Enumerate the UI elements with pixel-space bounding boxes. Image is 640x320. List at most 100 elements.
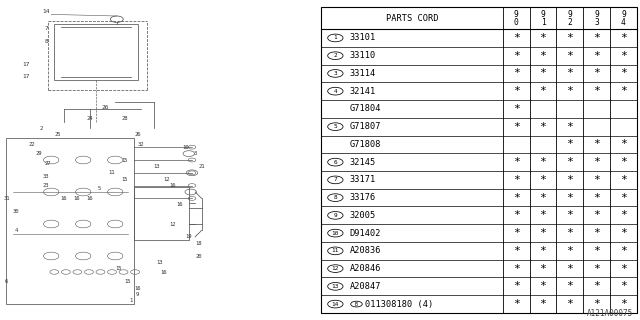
Text: 14: 14 xyxy=(42,9,50,14)
Text: *: * xyxy=(540,157,547,167)
Text: *: * xyxy=(620,51,627,61)
Text: *: * xyxy=(620,86,627,96)
Text: 7: 7 xyxy=(333,177,337,182)
Text: A20847: A20847 xyxy=(349,282,381,291)
Text: 13: 13 xyxy=(332,284,339,289)
Text: *: * xyxy=(513,175,520,185)
Text: 5: 5 xyxy=(333,124,337,129)
Text: *: * xyxy=(540,299,547,309)
Text: *: * xyxy=(566,157,573,167)
Text: 32005: 32005 xyxy=(349,211,376,220)
Text: *: * xyxy=(566,228,573,238)
Text: *: * xyxy=(566,264,573,274)
Text: 15: 15 xyxy=(115,266,122,271)
Text: *: * xyxy=(513,264,520,274)
Text: *: * xyxy=(593,86,600,96)
Text: *: * xyxy=(620,228,627,238)
Text: *: * xyxy=(540,86,547,96)
Text: G71807: G71807 xyxy=(349,122,381,131)
Text: *: * xyxy=(566,246,573,256)
Text: *: * xyxy=(620,33,627,43)
Text: 24: 24 xyxy=(86,116,93,121)
Text: 7: 7 xyxy=(44,26,48,31)
Text: PARTS CORD: PARTS CORD xyxy=(386,13,438,22)
Text: 8: 8 xyxy=(44,39,48,44)
Text: 12: 12 xyxy=(163,177,170,182)
Text: *: * xyxy=(540,51,547,61)
Text: *: * xyxy=(566,51,573,61)
Text: 1: 1 xyxy=(333,36,337,40)
Text: 17: 17 xyxy=(22,74,29,79)
Text: 29: 29 xyxy=(35,151,42,156)
Text: *: * xyxy=(513,210,520,220)
Text: 27: 27 xyxy=(45,161,51,166)
Text: 16: 16 xyxy=(61,196,67,201)
Text: *: * xyxy=(593,210,600,220)
Text: *: * xyxy=(513,228,520,238)
Text: 19: 19 xyxy=(186,234,192,239)
Bar xyxy=(6,138,134,304)
Text: 31: 31 xyxy=(3,196,10,201)
Text: 33171: 33171 xyxy=(349,175,376,184)
Text: 11: 11 xyxy=(109,170,115,175)
Text: 5: 5 xyxy=(97,186,101,191)
Text: *: * xyxy=(513,246,520,256)
Text: 9
2: 9 2 xyxy=(568,10,572,27)
Text: *: * xyxy=(513,157,520,167)
Text: *: * xyxy=(566,281,573,291)
Text: 21: 21 xyxy=(198,164,205,169)
Text: *: * xyxy=(620,246,627,256)
Text: *: * xyxy=(593,264,600,274)
Text: 13: 13 xyxy=(154,164,160,169)
Text: 16: 16 xyxy=(134,285,141,291)
Text: 1: 1 xyxy=(129,298,133,303)
Text: 25: 25 xyxy=(54,132,61,137)
Text: *: * xyxy=(540,210,547,220)
Text: *: * xyxy=(513,68,520,78)
Text: 10: 10 xyxy=(332,231,339,236)
Text: D91402: D91402 xyxy=(349,228,381,238)
Text: 4: 4 xyxy=(333,89,337,94)
Text: *: * xyxy=(593,68,600,78)
Text: 32: 32 xyxy=(138,141,144,147)
Text: *: * xyxy=(540,246,547,256)
Text: 16: 16 xyxy=(74,196,80,201)
Text: 16: 16 xyxy=(160,269,166,275)
Text: 16: 16 xyxy=(176,202,182,207)
Text: 16: 16 xyxy=(170,183,176,188)
Text: *: * xyxy=(620,281,627,291)
Text: *: * xyxy=(566,33,573,43)
Text: *: * xyxy=(513,122,520,132)
Text: *: * xyxy=(540,33,547,43)
Text: A20846: A20846 xyxy=(349,264,381,273)
Text: 15: 15 xyxy=(122,177,128,182)
Text: *: * xyxy=(620,68,627,78)
Text: 33101: 33101 xyxy=(349,33,376,43)
Text: 9: 9 xyxy=(136,292,140,297)
Text: *: * xyxy=(566,68,573,78)
Text: *: * xyxy=(593,228,600,238)
Text: *: * xyxy=(566,193,573,203)
Text: A121A00075: A121A00075 xyxy=(588,309,634,318)
Text: *: * xyxy=(566,140,573,149)
Text: *: * xyxy=(620,264,627,274)
Text: 12: 12 xyxy=(170,221,176,227)
Text: 33: 33 xyxy=(43,173,49,179)
Text: 30: 30 xyxy=(13,209,19,214)
Text: *: * xyxy=(593,299,600,309)
Text: *: * xyxy=(593,140,600,149)
Text: *: * xyxy=(513,51,520,61)
Text: *: * xyxy=(540,228,547,238)
Text: 12: 12 xyxy=(332,266,339,271)
Text: 3: 3 xyxy=(193,151,197,156)
Text: 14: 14 xyxy=(332,301,339,307)
Text: 23: 23 xyxy=(43,183,49,188)
Text: 33176: 33176 xyxy=(349,193,376,202)
Text: 2: 2 xyxy=(333,53,337,58)
Text: *: * xyxy=(620,140,627,149)
Text: G71804: G71804 xyxy=(349,104,381,113)
Text: 32145: 32145 xyxy=(349,158,376,167)
Text: *: * xyxy=(566,86,573,96)
Text: 11: 11 xyxy=(332,248,339,253)
Text: *: * xyxy=(566,122,573,132)
